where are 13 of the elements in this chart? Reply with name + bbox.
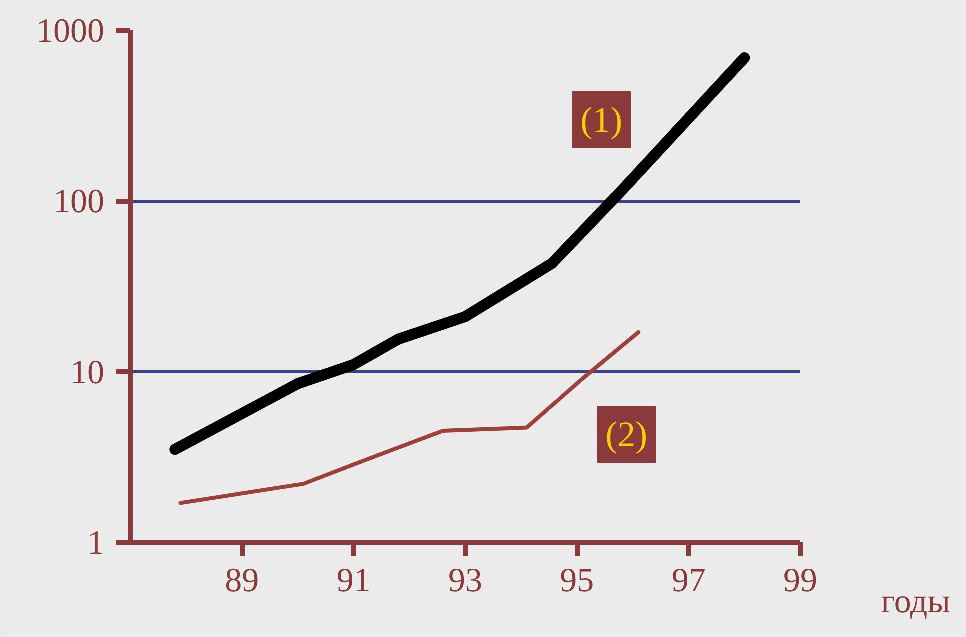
x-tick-label: 95 <box>560 562 594 600</box>
x-tick-label: 97 <box>672 562 706 600</box>
y-tick-label: 1 <box>88 525 104 562</box>
x-axis-title: годы <box>881 584 951 620</box>
x-tick-label: 91 <box>336 562 371 600</box>
y-tick-label: 100 <box>54 184 104 221</box>
x-tick-label: 93 <box>448 562 482 600</box>
y-tick-label: 1000 <box>36 13 104 50</box>
x-tick-label: 99 <box>784 562 818 600</box>
annotation: (2) <box>606 414 648 455</box>
x-tick-label: 89 <box>225 562 260 600</box>
annotation: (1) <box>580 100 623 140</box>
y-tick-label: 10 <box>70 354 104 392</box>
